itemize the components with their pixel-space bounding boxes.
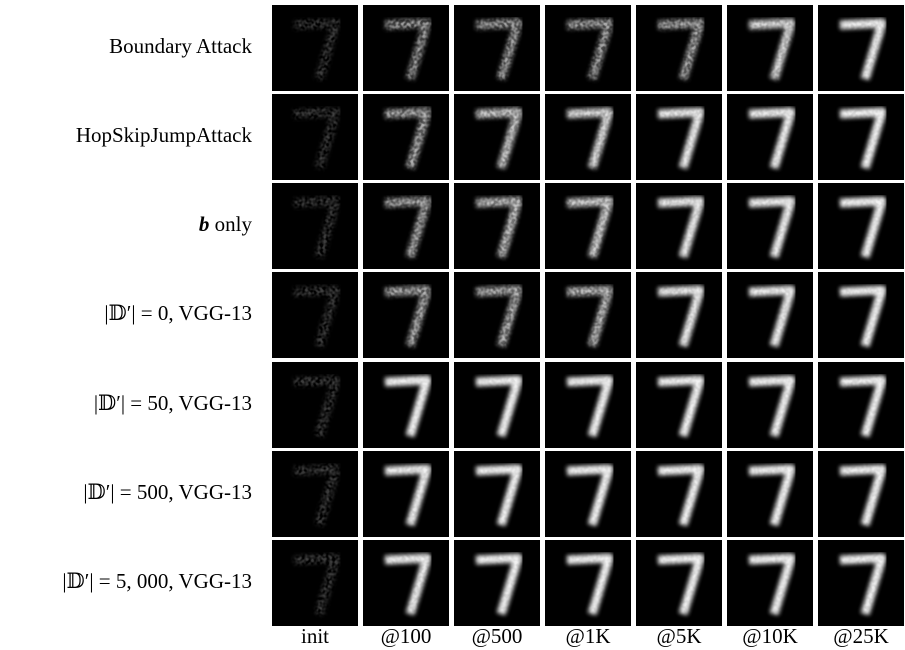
image-cell	[363, 5, 449, 91]
image-cell	[454, 5, 540, 91]
row-text: only	[215, 212, 253, 236]
image-cell	[818, 94, 904, 180]
image-cell	[454, 272, 540, 358]
column-label: @10K	[742, 624, 798, 648]
row-text: |𝔻′| = 0, VGG-13	[104, 301, 252, 325]
image-cell	[454, 540, 540, 626]
image-cell	[727, 272, 813, 358]
figure: Boundary Attack HopSkipJumpAttack b only |𝔻…	[0, 0, 905, 650]
row-label: |𝔻′| = 0, VGG-13	[104, 301, 252, 325]
column-label: @5K	[656, 624, 701, 648]
image-cell	[545, 94, 631, 180]
image-cell	[636, 272, 722, 358]
image-cell	[272, 272, 358, 358]
column-label: @500	[472, 624, 523, 648]
row-text: HopSkipJumpAttack	[76, 123, 253, 147]
row-label: b only	[199, 212, 253, 236]
image-cell	[454, 362, 540, 448]
image-cell	[727, 5, 813, 91]
image-cell	[272, 362, 358, 448]
image-cell	[454, 183, 540, 269]
image-cell	[818, 451, 904, 537]
image-cell	[636, 5, 722, 91]
image-cell	[818, 272, 904, 358]
image-cell	[454, 451, 540, 537]
image-cell	[545, 451, 631, 537]
column-label: @25K	[833, 624, 889, 648]
image-cell	[636, 451, 722, 537]
image-cell	[272, 5, 358, 91]
image-cell	[363, 94, 449, 180]
image-cell	[818, 183, 904, 269]
row-label: Boundary Attack	[109, 34, 252, 58]
image-cell	[727, 540, 813, 626]
row-text: Boundary Attack	[109, 34, 252, 58]
image-cell	[545, 5, 631, 91]
image-cell	[272, 94, 358, 180]
column-label: init	[301, 624, 329, 648]
image-cell	[727, 183, 813, 269]
row-text: |𝔻′| = 50, VGG-13	[94, 391, 252, 415]
image-cell	[272, 451, 358, 537]
image-cell	[545, 362, 631, 448]
image-cell	[272, 540, 358, 626]
image-cell	[363, 540, 449, 626]
image-cell	[272, 183, 358, 269]
row-label: |𝔻′| = 5, 000, VGG-13	[62, 569, 252, 593]
image-cell	[818, 362, 904, 448]
image-cell	[545, 272, 631, 358]
row-symbol: b	[199, 212, 210, 236]
image-cell	[636, 94, 722, 180]
image-cell	[818, 540, 904, 626]
image-cell	[636, 540, 722, 626]
row-label: |𝔻′| = 50, VGG-13	[94, 391, 252, 415]
row-label: |𝔻′| = 500, VGG-13	[83, 480, 252, 504]
image-cell	[545, 540, 631, 626]
image-cell	[727, 94, 813, 180]
image-cell	[363, 272, 449, 358]
image-cell	[545, 183, 631, 269]
image-cell	[727, 451, 813, 537]
image-cell	[636, 362, 722, 448]
row-label: HopSkipJumpAttack	[76, 123, 253, 147]
image-cell	[636, 183, 722, 269]
image-cell	[363, 183, 449, 269]
row-text: |𝔻′| = 500, VGG-13	[83, 480, 252, 504]
image-cell	[363, 451, 449, 537]
column-label: @1K	[565, 624, 610, 648]
column-label: @100	[381, 624, 432, 648]
image-cell	[818, 5, 904, 91]
image-cell	[727, 362, 813, 448]
image-cell	[454, 94, 540, 180]
row-text: |𝔻′| = 5, 000, VGG-13	[62, 569, 252, 593]
image-cell	[363, 362, 449, 448]
